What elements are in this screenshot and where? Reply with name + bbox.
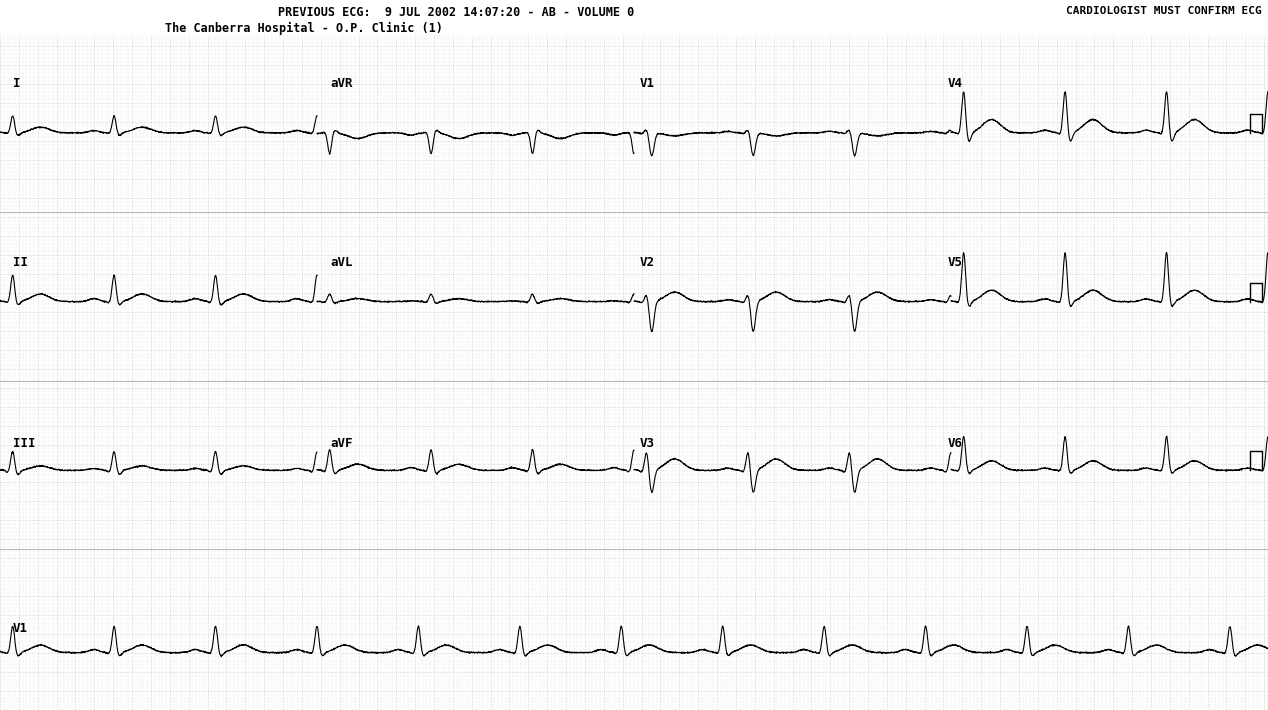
Text: V1: V1 [639, 77, 654, 90]
Text: V1: V1 [13, 622, 28, 635]
Text: V6: V6 [947, 437, 962, 449]
Text: aVF: aVF [330, 437, 353, 449]
Text: V3: V3 [639, 437, 654, 449]
Text: V5: V5 [947, 256, 962, 269]
Text: aVL: aVL [330, 256, 353, 269]
Text: III: III [13, 437, 36, 449]
Text: CARDIOLOGIST MUST CONFIRM ECG: CARDIOLOGIST MUST CONFIRM ECG [1066, 6, 1262, 16]
Text: I: I [13, 77, 20, 90]
Text: V2: V2 [639, 256, 654, 269]
Text: II: II [13, 256, 28, 269]
Text: The Canberra Hospital - O.P. Clinic (1): The Canberra Hospital - O.P. Clinic (1) [165, 22, 443, 35]
Text: PREVIOUS ECG:  9 JUL 2002 14:07:20 - AB - VOLUME 0: PREVIOUS ECG: 9 JUL 2002 14:07:20 - AB -… [279, 6, 634, 19]
Text: V4: V4 [947, 77, 962, 90]
Text: aVR: aVR [330, 77, 353, 90]
